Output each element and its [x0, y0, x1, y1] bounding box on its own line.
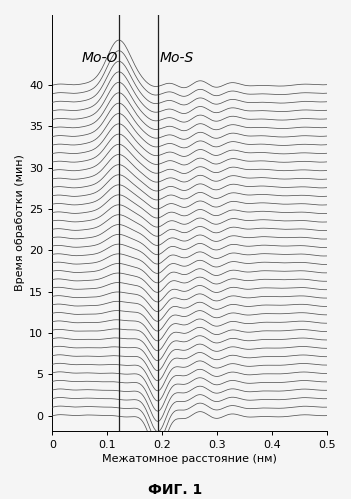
Y-axis label: Время обработки (мин): Время обработки (мин) — [15, 155, 25, 291]
Text: Mo-S: Mo-S — [160, 51, 194, 65]
Text: Mo-O: Mo-O — [81, 51, 118, 65]
Text: ФИГ. 1: ФИГ. 1 — [148, 483, 203, 497]
X-axis label: Межатомное расстояние (нм): Межатомное расстояние (нм) — [102, 454, 277, 464]
